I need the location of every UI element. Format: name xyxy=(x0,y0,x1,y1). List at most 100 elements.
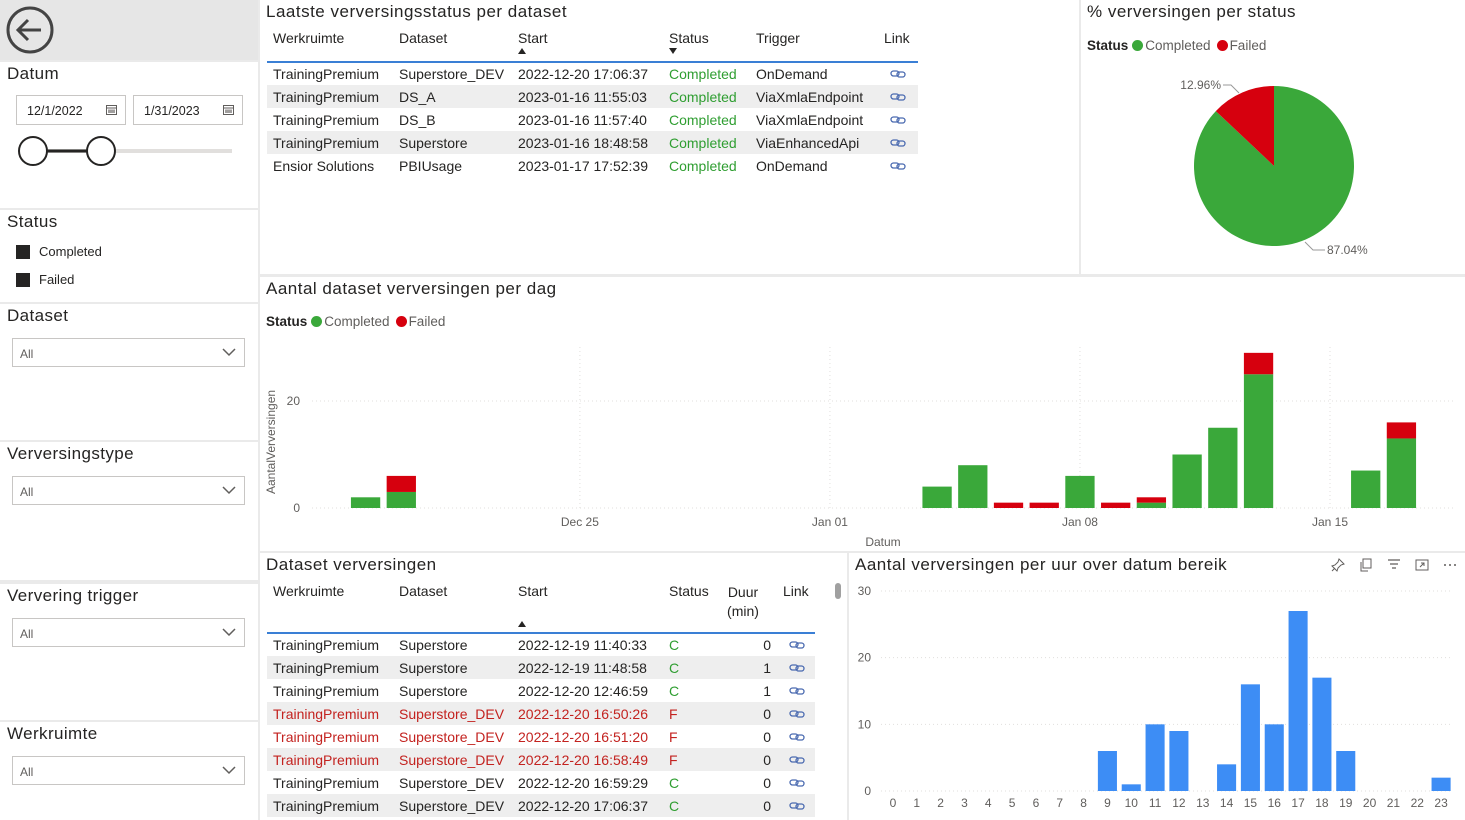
pin-icon[interactable] xyxy=(1331,558,1345,572)
col-header-status[interactable]: Status xyxy=(669,583,709,599)
bar-completed[interactable] xyxy=(1386,438,1417,508)
date-from-input[interactable]: 12/1/2022 xyxy=(16,95,126,125)
bar-hour[interactable] xyxy=(1431,777,1451,791)
focus-mode-icon[interactable] xyxy=(1415,558,1429,572)
bar-hour[interactable] xyxy=(1264,724,1284,791)
bar-failed[interactable] xyxy=(1243,352,1274,375)
cell-link[interactable] xyxy=(878,131,918,154)
bar-failed[interactable] xyxy=(993,502,1024,508)
bar-hour[interactable] xyxy=(1336,751,1356,791)
date-to-input[interactable]: 1/31/2023 xyxy=(133,95,243,125)
bar-failed[interactable] xyxy=(1386,422,1417,439)
link-icon[interactable] xyxy=(890,115,906,125)
link-icon[interactable] xyxy=(789,686,805,696)
dataset-dropdown[interactable]: All xyxy=(12,338,245,367)
bar-completed[interactable] xyxy=(958,465,988,508)
pie-legend-failed[interactable]: Failed xyxy=(1229,38,1267,53)
cell-duur: 0 xyxy=(717,748,777,771)
table-row[interactable]: TrainingPremium Superstore_DEV 2022-12-20 … xyxy=(267,748,815,771)
cell-link[interactable] xyxy=(777,725,815,748)
bar-failed[interactable] xyxy=(1029,502,1059,508)
filter-icon[interactable] xyxy=(1387,558,1401,572)
bar-hour[interactable] xyxy=(1217,764,1237,791)
col-header-dataset[interactable]: Dataset xyxy=(399,583,448,599)
cell-link[interactable] xyxy=(878,108,918,131)
link-icon[interactable] xyxy=(890,92,906,102)
link-icon[interactable] xyxy=(789,732,805,742)
table-scrollbar[interactable] xyxy=(835,583,841,599)
table-row[interactable]: TrainingPremium Superstore_DEV 2022-12-20 … xyxy=(267,702,815,725)
col-header-link[interactable]: Link xyxy=(783,583,809,599)
col-header-duur[interactable]: Duur (min) xyxy=(717,581,777,633)
col-header-werkruimte[interactable]: Werkruimte xyxy=(273,583,345,599)
bar-hour[interactable] xyxy=(1288,611,1308,791)
bar-completed[interactable] xyxy=(1351,470,1381,508)
bar-completed[interactable] xyxy=(1172,454,1202,509)
table-row[interactable]: TrainingPremium Superstore 2022-12-19 11:4… xyxy=(267,633,815,656)
daily-legend-completed[interactable]: Completed xyxy=(324,314,390,329)
table-row[interactable]: TrainingPremium Superstore 2022-12-19 11:4… xyxy=(267,656,815,679)
cell-link[interactable] xyxy=(777,679,815,702)
link-icon[interactable] xyxy=(789,778,805,788)
link-icon[interactable] xyxy=(890,138,906,148)
workspace-dropdown[interactable]: All xyxy=(12,756,245,785)
bar-hour[interactable] xyxy=(1169,731,1189,791)
bar-completed[interactable] xyxy=(386,491,416,508)
bar-hour[interactable] xyxy=(1145,724,1165,791)
table-row[interactable]: TrainingPremium Superstore_DEV 2022-12-20 … xyxy=(267,62,918,85)
bar-completed[interactable] xyxy=(1208,427,1238,508)
bar-completed[interactable] xyxy=(350,497,381,508)
cell-link[interactable] xyxy=(777,633,815,656)
col-header-link[interactable]: Link xyxy=(884,30,910,46)
pie-legend-completed[interactable]: Completed xyxy=(1145,38,1211,53)
cell-link[interactable] xyxy=(878,85,918,108)
table-row[interactable]: TrainingPremium Superstore_DEV 2022-12-20 … xyxy=(267,771,815,794)
bar-completed[interactable] xyxy=(1243,374,1274,508)
table-row[interactable]: TrainingPremium Superstore 2023-01-16 18:4… xyxy=(267,131,918,154)
back-arrow-icon[interactable] xyxy=(5,5,55,55)
pie-slice-failed[interactable] xyxy=(1215,86,1274,166)
cell-link[interactable] xyxy=(777,656,815,679)
daily-legend-failed[interactable]: Failed xyxy=(408,314,446,329)
bar-failed[interactable] xyxy=(1136,497,1167,503)
link-icon[interactable] xyxy=(789,801,805,811)
cell-link[interactable] xyxy=(878,62,918,85)
col-header-werkruimte[interactable]: Werkruimte xyxy=(273,30,345,46)
bar-completed[interactable] xyxy=(1065,475,1095,508)
bar-hour[interactable] xyxy=(1121,784,1141,791)
bar-completed[interactable] xyxy=(922,486,952,508)
trigger-dropdown[interactable]: All xyxy=(12,618,245,647)
col-header-trigger[interactable]: Trigger xyxy=(756,30,800,46)
table-row[interactable]: TrainingPremium Superstore_DEV 2022-12-20 … xyxy=(267,725,815,748)
bar-hour[interactable] xyxy=(1312,677,1332,791)
link-icon[interactable] xyxy=(789,663,805,673)
date-range-slider[interactable] xyxy=(14,134,239,168)
table-row[interactable]: TrainingPremium Superstore_DEV 2022-12-20 … xyxy=(267,794,815,817)
bar-completed[interactable] xyxy=(1136,502,1167,508)
link-icon[interactable] xyxy=(789,755,805,765)
col-header-start[interactable]: Start xyxy=(512,581,663,633)
col-header-start[interactable]: Start xyxy=(512,28,663,62)
link-icon[interactable] xyxy=(789,709,805,719)
bar-failed[interactable] xyxy=(386,475,416,492)
link-icon[interactable] xyxy=(890,69,906,79)
col-header-status[interactable]: Status xyxy=(663,28,750,62)
type-dropdown[interactable]: All xyxy=(12,476,245,505)
copy-icon[interactable] xyxy=(1359,558,1373,572)
bar-hour[interactable] xyxy=(1097,751,1117,791)
cell-link[interactable] xyxy=(777,702,815,725)
cell-link[interactable] xyxy=(878,154,918,177)
link-icon[interactable] xyxy=(789,640,805,650)
cell-link[interactable] xyxy=(777,794,815,817)
table-row[interactable]: TrainingPremium DS_A 2023-01-16 11:55:03 Co… xyxy=(267,85,918,108)
col-header-dataset[interactable]: Dataset xyxy=(399,30,448,46)
link-icon[interactable] xyxy=(890,161,906,171)
cell-link[interactable] xyxy=(777,748,815,771)
table-row[interactable]: TrainingPremium DS_B 2023-01-16 11:57:40 Co… xyxy=(267,108,918,131)
table-row[interactable]: TrainingPremium Superstore 2022-12-20 12:4… xyxy=(267,679,815,702)
more-options-icon[interactable] xyxy=(1443,558,1457,572)
cell-link[interactable] xyxy=(777,771,815,794)
bar-hour[interactable] xyxy=(1240,684,1260,791)
bar-failed[interactable] xyxy=(1101,502,1131,508)
table-row[interactable]: Ensior Solutions PBIUsage 2023-01-17 17:52… xyxy=(267,154,918,177)
